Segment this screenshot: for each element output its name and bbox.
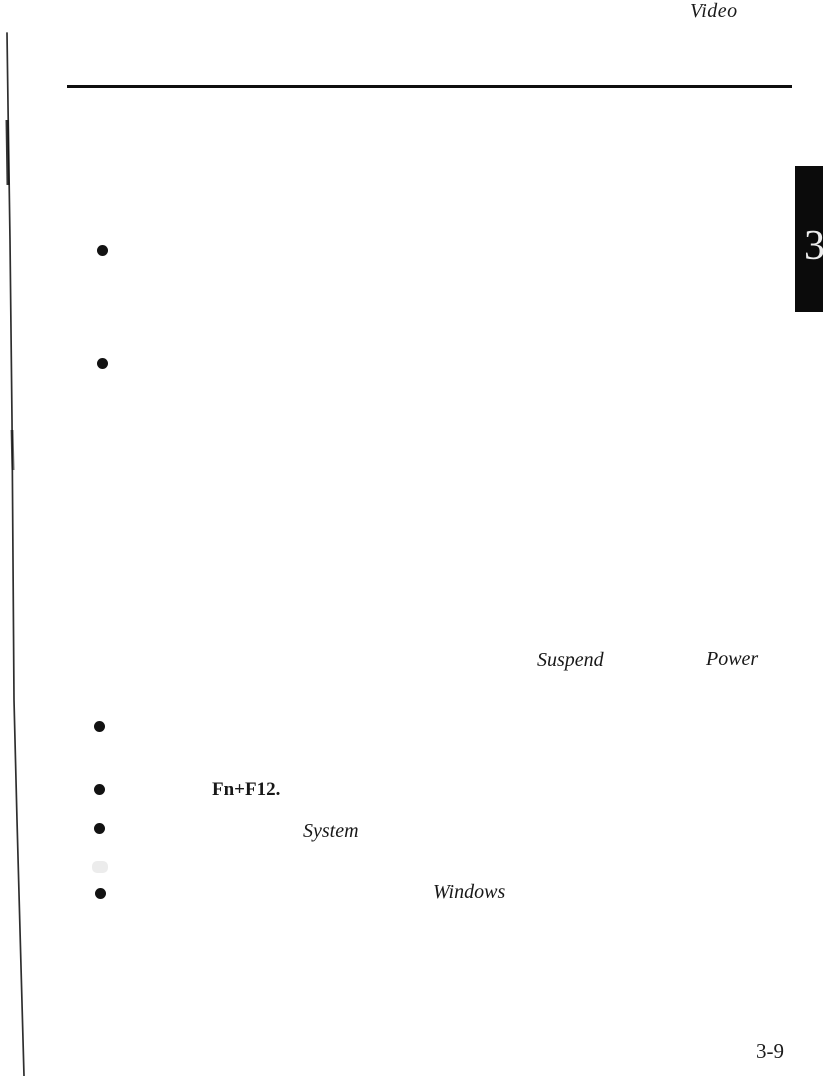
- list-bullet: [97, 245, 108, 256]
- list-bullet: [97, 358, 108, 369]
- page-number: 3-9: [756, 1039, 784, 1063]
- chapter-tab-label: 3: [804, 223, 823, 269]
- list-bullet: [94, 721, 105, 732]
- text-fragment-fn-shortcut: Fn+F12.: [212, 779, 281, 800]
- text-fragment-system: System: [303, 820, 359, 842]
- list-bullet: [95, 888, 106, 899]
- text-fragment-windows: Windows: [433, 881, 506, 903]
- scan-smudge: [92, 861, 108, 873]
- running-header: Video: [690, 0, 738, 22]
- chapter-tab: 3: [795, 166, 823, 312]
- text-fragment-suspend: Suspend: [537, 649, 604, 671]
- list-bullet: [94, 823, 105, 834]
- header-rule: [67, 85, 792, 88]
- text-fragment-power: Power: [706, 648, 759, 670]
- list-bullet: [94, 784, 105, 795]
- scan-artifact-vertical-line: [5, 32, 25, 1076]
